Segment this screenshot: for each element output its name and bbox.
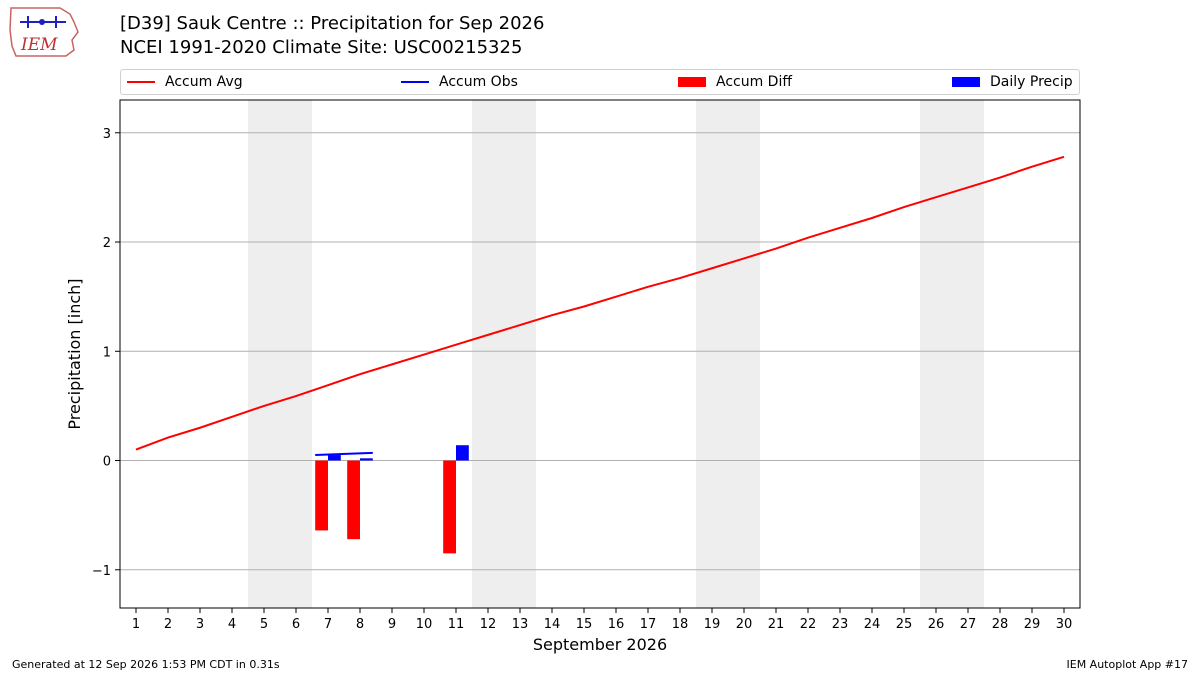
x-tick-label: 23 [832,617,849,632]
x-tick-label: 27 [960,617,977,632]
legend-item-accum-diff: Accum Diff [678,70,792,94]
y-tick-label: 1 [103,345,111,360]
accum-diff-bar [443,460,456,554]
y-tick-label: 0 [103,455,111,470]
x-tick-label: 9 [388,617,396,632]
accum-avg-line [135,155,1065,451]
y-tick-label: −1 [92,564,111,579]
x-tick-label: 7 [324,617,332,632]
legend-label-accum-obs: Accum Obs [439,74,518,90]
legend-swatch-accum-avg [127,81,155,83]
y-axis-label: Precipitation [inch] [65,278,84,429]
x-tick-label: 24 [864,617,881,632]
x-tick-label: 14 [544,617,561,632]
x-tick-label: 30 [1056,617,1073,632]
legend-item-accum-obs: Accum Obs [401,70,518,94]
x-axis-label: September 2026 [533,635,667,654]
autoplot-app-label: IEM Autoplot App #17 [1066,658,1189,671]
x-tick-label: 21 [768,617,785,632]
x-tick-label: 10 [416,617,433,632]
y-tick-label: 3 [103,127,111,142]
legend-label-accum-diff: Accum Diff [716,74,793,90]
daily-precip-bar [328,455,341,461]
legend-item-daily-precip: Daily Precip [952,70,1073,94]
weekend-band [696,100,760,608]
accum-diff-bar [315,460,328,531]
weekend-band [920,100,984,608]
legend-swatch-accum-diff [678,77,706,87]
x-tick-label: 18 [672,617,689,632]
iem-logo: IEM [9,7,79,57]
x-tick-label: 1 [132,617,140,632]
chart-title: [D39] Sauk Centre :: Precipitation for S… [120,13,545,34]
x-tick-label: 4 [228,617,236,632]
x-tick-label: 11 [448,617,465,632]
generated-timestamp: Generated at 12 Sep 2026 1:53 PM CDT in … [12,658,280,671]
legend: Accum Avg Accum Obs Accum Diff Daily Pre… [120,69,1080,95]
accum-obs-line [315,451,373,457]
x-tick-label: 19 [704,617,721,632]
legend-item-accum-avg: Accum Avg [127,70,243,94]
x-tick-label: 8 [356,617,364,632]
x-tick-label: 26 [928,617,945,632]
y-tick-label: 2 [103,236,111,251]
daily-precip-bar [360,458,373,461]
accum-diff-bar [347,460,360,540]
svg-text:IEM: IEM [20,35,58,55]
legend-label-accum-avg: Accum Avg [165,74,243,90]
chart-subtitle: NCEI 1991-2020 Climate Site: USC00215325 [120,37,523,58]
x-tick-label: 6 [292,617,300,632]
x-tick-label: 20 [736,617,753,632]
weekend-band [472,100,536,608]
x-tick-label: 29 [1024,617,1041,632]
x-tick-label: 17 [640,617,657,632]
legend-swatch-accum-obs [401,81,429,83]
x-tick-label: 5 [260,617,268,632]
x-tick-label: 25 [896,617,913,632]
x-tick-label: 2 [164,617,172,632]
x-tick-label: 15 [576,617,593,632]
x-tick-label: 28 [992,617,1009,632]
x-tick-label: 22 [800,617,817,632]
legend-label-daily-precip: Daily Precip [990,74,1073,90]
x-tick-label: 13 [512,617,529,632]
plot-frame [119,99,1081,609]
x-tick-label: 12 [480,617,497,632]
weekend-band [248,100,312,608]
daily-precip-bar [456,445,469,461]
x-tick-label: 3 [196,617,204,632]
x-tick-label: 16 [608,617,625,632]
legend-swatch-daily-precip [952,77,980,87]
